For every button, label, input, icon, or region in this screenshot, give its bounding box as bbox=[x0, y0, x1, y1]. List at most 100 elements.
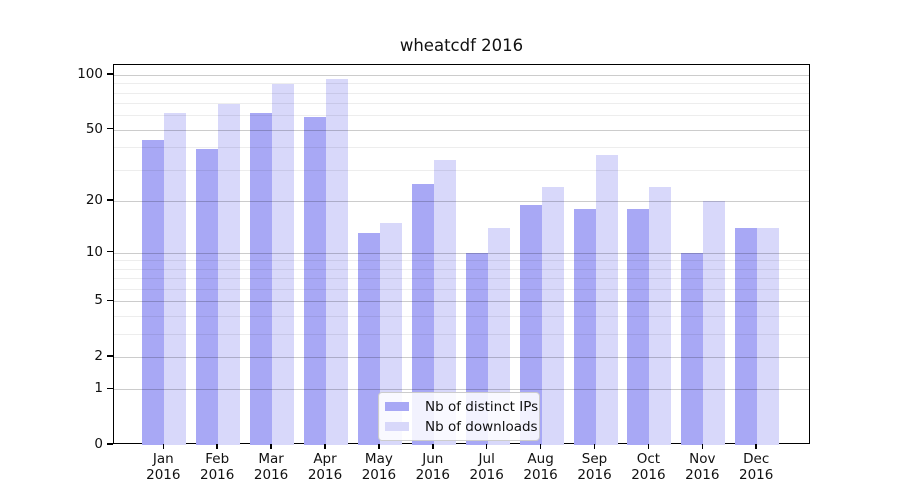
gridline-major-1 bbox=[114, 389, 809, 391]
gridline-major-10 bbox=[114, 252, 809, 254]
bar-may-distinct-ips bbox=[357, 233, 380, 445]
bar-apr-distinct-ips bbox=[304, 116, 326, 445]
gridline-major-20 bbox=[114, 200, 809, 202]
x-tick-label-nov: Nov bbox=[689, 451, 716, 467]
x-tick-mark-oct bbox=[647, 444, 650, 449]
chart-title: wheatcdf 2016 bbox=[399, 36, 524, 55]
gridline-minor-6 bbox=[114, 288, 809, 290]
x-tick-label-aug: Aug bbox=[527, 451, 554, 467]
gridline-minor-40 bbox=[114, 147, 809, 149]
bar-apr-downloads bbox=[326, 78, 348, 445]
x-tick-label-aug-year: 2016 bbox=[523, 467, 558, 483]
gridline-minor-30 bbox=[114, 169, 809, 171]
x-tick-label-mar: Mar bbox=[258, 451, 284, 467]
gridline-minor-3 bbox=[114, 333, 809, 335]
x-tick-label-sep-year: 2016 bbox=[577, 467, 612, 483]
x-tick-label-apr: Apr bbox=[313, 451, 337, 467]
x-tick-label-jan: Jan bbox=[152, 451, 174, 467]
gridline-minor-7 bbox=[114, 278, 809, 280]
legend-item-downloads: Nb of downloads bbox=[385, 418, 538, 435]
y-tick-label-5: 5 bbox=[94, 292, 103, 309]
x-tick-label-jul-year: 2016 bbox=[469, 467, 504, 483]
bar-nov-distinct-ips bbox=[681, 252, 704, 445]
bar-jul-downloads bbox=[487, 227, 510, 445]
bar-nov-downloads bbox=[703, 200, 726, 445]
x-tick-label-apr-year: 2016 bbox=[307, 467, 343, 483]
gridline-minor-80 bbox=[114, 92, 809, 94]
x-tick-label-jan-year: 2016 bbox=[146, 467, 181, 483]
legend-item-distinct-ips: Nb of distinct IPs bbox=[385, 398, 538, 415]
bar-aug-downloads bbox=[541, 186, 564, 445]
bar-oct-downloads bbox=[649, 186, 672, 445]
y-tick-label-0: 0 bbox=[94, 436, 103, 452]
bar-sep-distinct-ips bbox=[573, 208, 596, 445]
legend-swatch-distinct-ips-icon bbox=[385, 402, 409, 411]
legend-label-distinct-ips: Nb of distinct IPs bbox=[425, 398, 539, 415]
x-tick-label-jul: Jul bbox=[478, 451, 495, 467]
bar-jun-distinct-ips bbox=[411, 183, 434, 445]
y-tick-mark-100 bbox=[107, 73, 113, 75]
x-tick-label-jun-year: 2016 bbox=[415, 467, 450, 483]
y-tick-label-20: 20 bbox=[85, 191, 103, 208]
legend-swatch-downloads-icon bbox=[385, 422, 409, 431]
bar-sep-downloads bbox=[595, 155, 618, 445]
x-tick-mark-jan bbox=[162, 444, 165, 449]
bar-mar-downloads bbox=[272, 84, 295, 445]
legend-label-downloads: Nb of downloads bbox=[425, 418, 538, 435]
y-tick-mark-2 bbox=[107, 355, 113, 357]
x-tick-mark-dec bbox=[755, 444, 757, 449]
gridline-minor-4 bbox=[114, 315, 809, 317]
x-tick-mark-may bbox=[378, 444, 380, 449]
x-tick-label-dec: Dec bbox=[743, 451, 770, 467]
x-tick-mark-jun bbox=[432, 444, 434, 449]
x-tick-mark-aug bbox=[539, 444, 542, 449]
bar-dec-downloads bbox=[757, 227, 780, 445]
x-tick-mark-nov bbox=[701, 444, 704, 449]
gridline-minor-8 bbox=[114, 268, 809, 270]
bar-feb-downloads bbox=[218, 104, 241, 445]
x-tick-label-feb-year: 2016 bbox=[200, 467, 235, 483]
x-tick-label-nov-year: 2016 bbox=[685, 467, 720, 483]
y-tick-mark-0 bbox=[107, 443, 113, 445]
y-tick-mark-5 bbox=[107, 299, 113, 302]
gridline-major-50 bbox=[114, 129, 809, 131]
y-tick-mark-50 bbox=[107, 127, 113, 130]
y-tick-label-50: 50 bbox=[85, 120, 103, 137]
y-tick-label-2: 2 bbox=[94, 347, 103, 364]
y-tick-label-100: 100 bbox=[77, 65, 103, 82]
bar-feb-distinct-ips bbox=[196, 149, 219, 445]
x-tick-mark-sep bbox=[593, 444, 596, 449]
plot-area: Nb of distinct IPs Nb of downloads bbox=[113, 64, 810, 445]
x-tick-label-mar-year: 2016 bbox=[253, 467, 289, 483]
x-tick-label-oct-year: 2016 bbox=[631, 467, 666, 483]
bar-jun-downloads bbox=[433, 159, 456, 445]
gridline-minor-90 bbox=[114, 83, 809, 85]
gridline-minor-60 bbox=[114, 115, 809, 117]
x-tick-label-may: May bbox=[364, 451, 393, 467]
x-tick-mark-feb bbox=[216, 444, 218, 449]
bar-mar-distinct-ips bbox=[250, 112, 273, 445]
x-tick-mark-mar bbox=[270, 444, 272, 449]
gridline-major-100 bbox=[114, 74, 809, 76]
x-tick-label-dec-year: 2016 bbox=[739, 467, 774, 483]
y-tick-mark-20 bbox=[107, 199, 113, 201]
x-tick-label-may-year: 2016 bbox=[361, 467, 397, 483]
y-tick-label-10: 10 bbox=[85, 243, 103, 260]
bar-dec-distinct-ips bbox=[735, 227, 758, 445]
bar-aug-distinct-ips bbox=[519, 204, 542, 445]
x-tick-label-feb: Feb bbox=[205, 451, 230, 467]
gridline-major-5 bbox=[114, 301, 809, 303]
y-tick-mark-1 bbox=[107, 387, 113, 390]
x-tick-mark-apr bbox=[324, 444, 326, 449]
bar-oct-distinct-ips bbox=[627, 208, 650, 445]
y-tick-label-1: 1 bbox=[94, 380, 103, 397]
x-tick-label-sep: Sep bbox=[581, 451, 608, 467]
gridline-minor-70 bbox=[114, 103, 809, 105]
legend: Nb of distinct IPs Nb of downloads bbox=[378, 392, 540, 441]
grid-layer bbox=[114, 65, 809, 443]
bar-may-downloads bbox=[379, 222, 402, 445]
y-tick-mark-10 bbox=[107, 250, 113, 253]
gridline-major-2 bbox=[114, 356, 809, 358]
bar-jan-downloads bbox=[164, 112, 187, 445]
